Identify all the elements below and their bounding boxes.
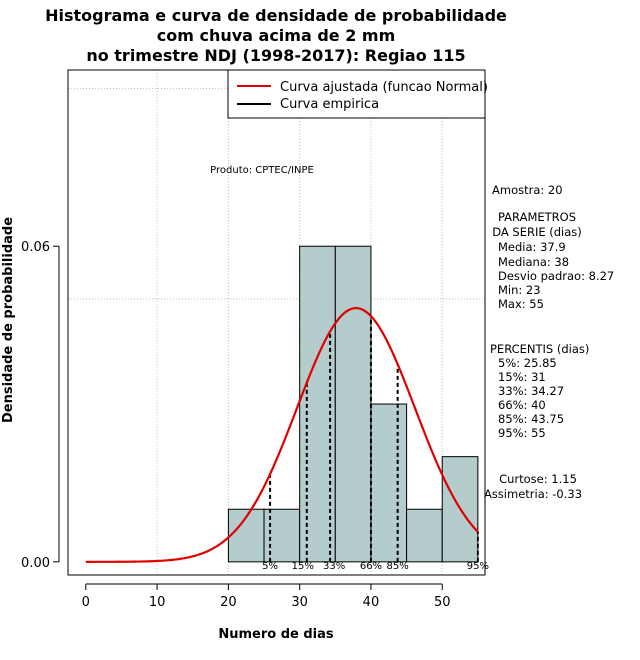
x-tick-label-5: 50 [434, 595, 451, 610]
x-tick-label-4: 40 [363, 595, 380, 610]
percentile-label-1: 15% [292, 561, 314, 572]
fitted-normal-curve [85, 307, 479, 563]
legend-box [227, 69, 486, 119]
stat-curtose: Curtose: 1.15 [499, 472, 577, 486]
y-tick-label-1: 0.06 [21, 240, 50, 255]
stat-p85: 85%: 43.75 [498, 412, 564, 426]
stat-media: Media: 37.9 [498, 240, 566, 254]
chart-title-line-1: Histograma e curva de densidade de proba… [45, 6, 507, 25]
grid-lines [68, 70, 485, 575]
stat-p5: 5%: 25.85 [498, 356, 557, 370]
params-subtitle: DA SERIE (dias) [492, 225, 582, 239]
percentile-label-5: 95% [467, 561, 489, 572]
product-annotation: Produto: CPTEC/INPE [210, 165, 314, 176]
y-axis-label: Densidade de probabilidade [1, 217, 16, 423]
sample-size: Amostra: 20 [492, 183, 563, 197]
legend-label-fitted: Curva ajustada (funcao Normal) [280, 80, 488, 95]
chart-title-line-2: com chuva acima de 2 mm [157, 26, 396, 45]
percentile-label-2: 33% [323, 561, 345, 572]
x-axis-label: Numero de dias [218, 627, 334, 642]
x-tick-label-3: 30 [291, 595, 308, 610]
stat-max: Max: 55 [498, 297, 544, 311]
stat-p66: 66%: 40 [498, 398, 546, 412]
x-tick-label-1: 10 [149, 595, 166, 610]
percentis-title: PERCENTIS (dias) [490, 342, 589, 356]
fitted-curve-layer [85, 307, 479, 563]
axes: 0 10 20 30 40 50 0.00 0.06 [21, 240, 450, 610]
plot-frame [67, 69, 486, 576]
y-tick-label-0: 0.00 [21, 556, 50, 571]
histogram-bar-4 [370, 403, 408, 563]
legend-label-empirical: Curva empirica [280, 97, 379, 112]
statistics-panel: Amostra: 20 PARAMETROS DA SERIE (dias) M… [484, 183, 614, 501]
stat-p95: 95%: 55 [498, 426, 546, 440]
histogram-bar-5 [406, 508, 443, 563]
stat-min: Min: 23 [498, 283, 541, 297]
x-tick-label-2: 20 [220, 595, 237, 610]
stat-assimetria: Assimetria: -0.33 [484, 487, 582, 501]
percentile-lines [269, 316, 479, 562]
stat-desvio: Desvio padrao: 8.27 [498, 269, 614, 283]
stat-p15: 15%: 31 [498, 370, 546, 384]
legend: Curva ajustada (funcao Normal) Curva emp… [227, 69, 488, 119]
x-tick-label-0: 0 [82, 595, 90, 610]
percentile-label-3: 66% [360, 561, 382, 572]
percentile-labels: 5% 15% 33% 66% 85% 95% [262, 561, 489, 572]
percentile-label-4: 85% [387, 561, 409, 572]
chart-title-line-3: no trimestre NDJ (1998-2017): Regiao 115 [86, 46, 465, 65]
stat-p33: 33%: 34.27 [498, 384, 564, 398]
stat-mediana: Mediana: 38 [498, 255, 569, 269]
histogram-bars [227, 245, 479, 563]
percentile-label-0: 5% [262, 561, 278, 572]
histogram-bar-3 [334, 245, 372, 563]
params-title: PARAMETROS [498, 210, 576, 224]
